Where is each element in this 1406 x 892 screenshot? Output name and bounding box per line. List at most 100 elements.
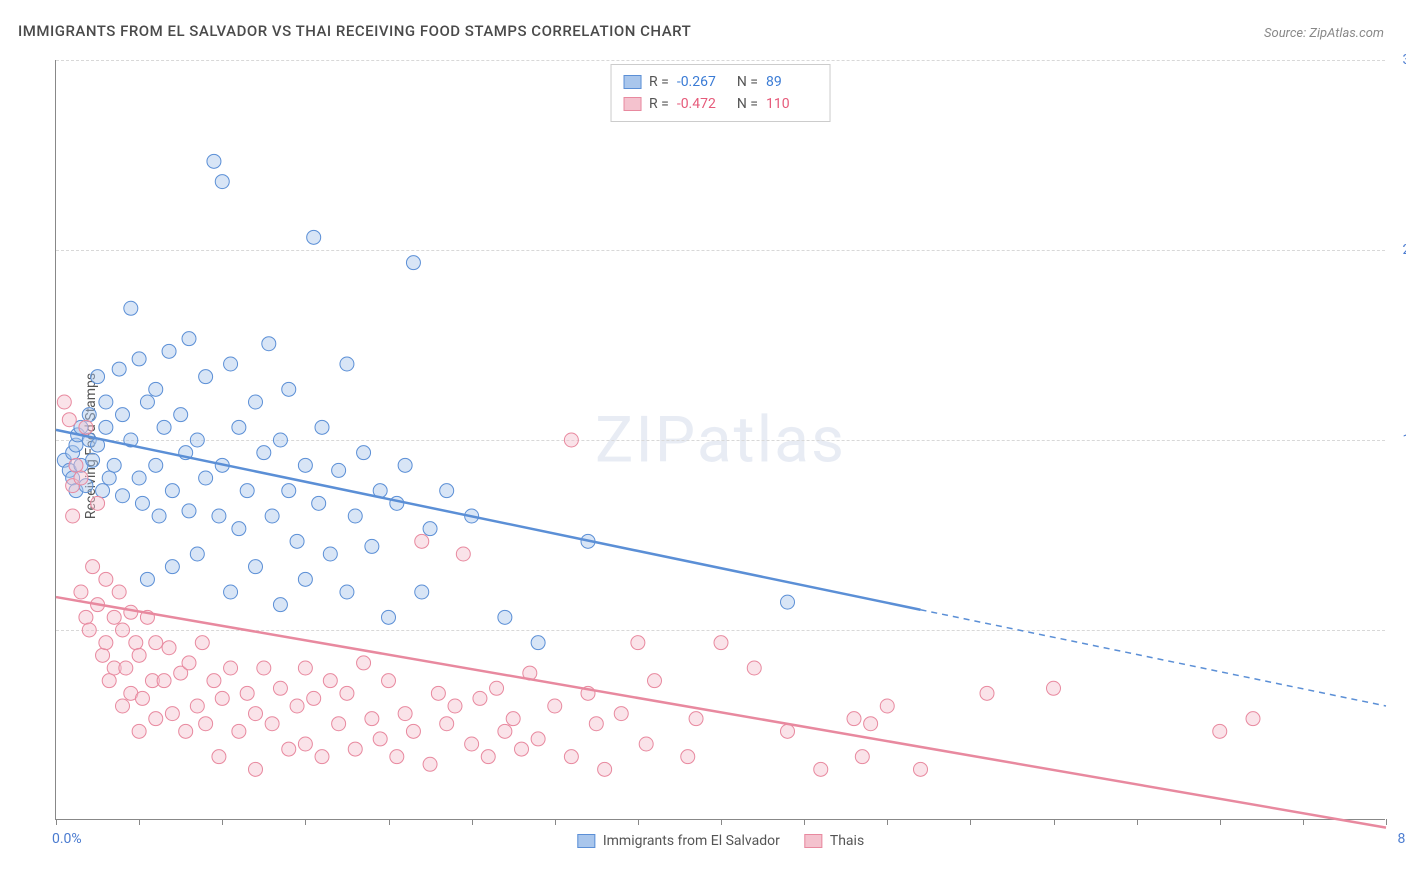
data-point: [174, 408, 188, 422]
data-point: [273, 681, 287, 695]
data-point: [132, 724, 146, 738]
chart-title: IMMIGRANTS FROM EL SALVADOR VS THAI RECE…: [18, 22, 691, 40]
x-tick: [222, 819, 223, 825]
data-point: [96, 648, 110, 662]
data-point: [298, 458, 312, 472]
y-tick-label: 7.5%: [1390, 622, 1406, 638]
data-point: [232, 724, 246, 738]
data-point: [398, 707, 412, 721]
data-point: [212, 509, 226, 523]
x-tick: [1303, 819, 1304, 825]
data-point: [190, 699, 204, 713]
data-point: [212, 750, 226, 764]
data-point: [348, 742, 362, 756]
data-point: [262, 337, 276, 351]
data-point: [157, 674, 171, 688]
data-point: [165, 484, 179, 498]
scatter-svg: [56, 60, 1385, 819]
data-point: [440, 717, 454, 731]
data-point: [119, 661, 133, 675]
x-tick: [555, 819, 556, 825]
data-point: [273, 433, 287, 447]
x-tick: [56, 819, 57, 825]
data-point: [149, 458, 163, 472]
plot-area: ZIPatlas 7.5%15.0%22.5%30.0% 0.0% 80.0% …: [55, 60, 1385, 820]
data-point: [406, 256, 420, 270]
source-attribution: Source: ZipAtlas.com: [1264, 26, 1384, 41]
data-point: [564, 750, 578, 764]
data-point: [431, 686, 445, 700]
y-tick-label: 30.0%: [1390, 52, 1406, 68]
x-tick: [887, 819, 888, 825]
correlation-legend: R = -0.267 N = 89 R = -0.472 N = 110: [610, 64, 831, 122]
data-point: [315, 750, 329, 764]
x-tick: [472, 819, 473, 825]
data-point: [62, 413, 76, 427]
data-point: [307, 230, 321, 244]
data-point: [257, 446, 271, 460]
data-point: [91, 370, 105, 384]
data-point: [135, 691, 149, 705]
n-label: N =: [737, 93, 758, 115]
trend-line: [56, 430, 921, 610]
data-point: [82, 623, 96, 637]
data-point: [531, 636, 545, 650]
legend-row-series-1: R = -0.267 N = 89: [623, 71, 818, 93]
r-label: R =: [649, 71, 669, 93]
data-point: [91, 496, 105, 510]
data-point: [112, 362, 126, 376]
data-point: [74, 585, 88, 599]
data-point: [1213, 724, 1227, 738]
data-point: [298, 661, 312, 675]
data-point: [79, 610, 93, 624]
data-point: [490, 681, 504, 695]
data-point: [515, 742, 529, 756]
data-point: [135, 496, 149, 510]
data-point: [814, 762, 828, 776]
data-point: [107, 610, 121, 624]
data-point: [781, 724, 795, 738]
data-point: [747, 661, 761, 675]
data-point: [473, 691, 487, 705]
data-point: [340, 585, 354, 599]
data-point: [415, 585, 429, 599]
data-point: [323, 674, 337, 688]
data-point: [265, 717, 279, 731]
data-point: [102, 674, 116, 688]
n-label: N =: [737, 71, 758, 93]
data-point: [249, 395, 263, 409]
data-point: [132, 352, 146, 366]
x-tick: [305, 819, 306, 825]
data-point: [631, 636, 645, 650]
data-point: [456, 547, 470, 561]
data-point: [215, 175, 229, 189]
data-point: [357, 446, 371, 460]
x-axis-min-label: 0.0%: [52, 831, 82, 847]
data-point: [564, 433, 578, 447]
legend-item-series-2: Thais: [804, 833, 864, 849]
data-point: [224, 357, 238, 371]
data-point: [914, 762, 928, 776]
data-point: [140, 395, 154, 409]
data-point: [179, 724, 193, 738]
data-point: [312, 496, 326, 510]
data-point: [390, 750, 404, 764]
data-point: [440, 484, 454, 498]
data-point: [102, 471, 116, 485]
data-point: [1047, 681, 1061, 695]
data-point: [249, 707, 263, 721]
data-point: [149, 712, 163, 726]
swatch-series-1-bottom: [577, 834, 595, 848]
data-point: [332, 717, 346, 731]
data-point: [152, 509, 166, 523]
data-point: [224, 661, 238, 675]
data-point: [140, 572, 154, 586]
x-axis-max-label: 80.0%: [1397, 831, 1406, 847]
data-point: [249, 762, 263, 776]
data-point: [681, 750, 695, 764]
swatch-series-2: [623, 97, 641, 111]
data-point: [598, 762, 612, 776]
data-point: [99, 572, 113, 586]
data-point: [165, 707, 179, 721]
data-point: [157, 420, 171, 434]
